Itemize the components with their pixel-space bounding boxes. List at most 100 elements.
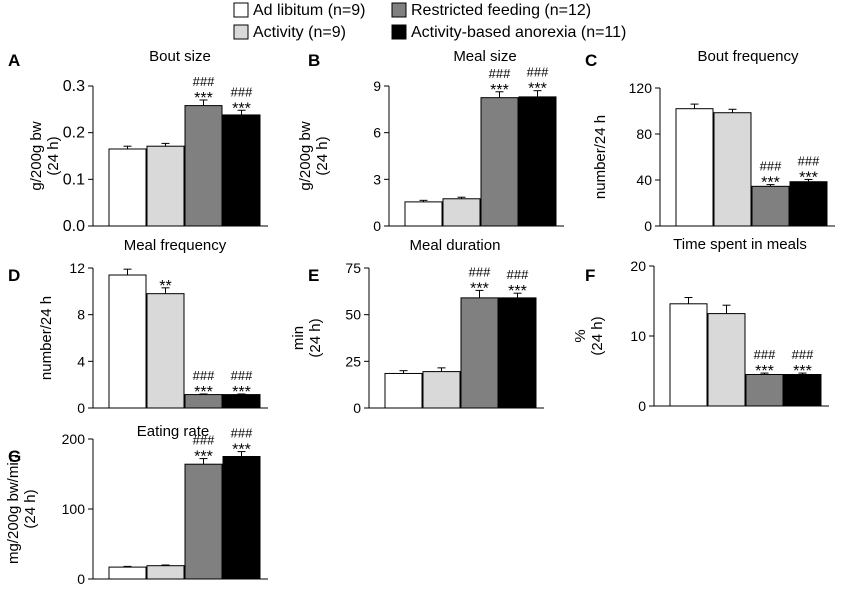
y-tick-label: 0.3	[63, 78, 85, 95]
legend-item: Ad libitum (n=9)	[233, 2, 366, 19]
significance-marker: ***	[232, 442, 251, 459]
y-tick-label: 75	[345, 260, 361, 276]
y-tick-label: 0	[77, 571, 85, 587]
panel-letter: A	[8, 51, 20, 70]
significance-marker: ###	[792, 347, 814, 362]
bar	[789, 181, 828, 227]
legend-label: Ad libitum (n=9)	[253, 2, 366, 19]
chart-title: Eating rate	[137, 423, 210, 440]
y-axis-label-line: g/200g bw	[297, 121, 314, 190]
panel-a: A Bout size g/200g bw(24 h) 0.0 0.1 0.2 0.3 ###…	[8, 48, 268, 235]
y-axis-label: number/24 h	[592, 115, 609, 199]
bar	[713, 112, 752, 227]
y-tick-label: 0	[77, 400, 85, 416]
legend-item: Activity (n=9)	[233, 24, 346, 41]
bar	[108, 148, 147, 227]
chart-title: Meal size	[453, 48, 516, 65]
significance-marker: ***	[194, 384, 213, 401]
significance-marker: **	[159, 278, 171, 295]
y-axis-label: g/200g bw(24 h)	[28, 121, 62, 190]
significance-marker: ###	[193, 368, 215, 383]
y-tick-label: 40	[636, 172, 652, 188]
bar	[222, 456, 261, 580]
y-tick-label: 10	[630, 328, 646, 344]
y-tick-label: 4	[77, 353, 85, 369]
y-tick-label: 200	[62, 431, 86, 447]
panel-letter: D	[8, 266, 20, 285]
y-axis-label-line: g/200g bw	[28, 121, 45, 190]
y-tick-label: 0	[638, 398, 646, 414]
y-tick-label: 0.2	[63, 125, 85, 142]
y-tick-label: 100	[62, 501, 86, 517]
legend-label: Activity (n=9)	[253, 24, 346, 41]
significance-marker: ***	[194, 449, 213, 466]
legend-swatch	[233, 24, 249, 40]
y-tick-label: 80	[636, 126, 652, 142]
significance-marker: ***	[761, 175, 780, 192]
significance-marker: ###	[231, 368, 253, 383]
significance-marker: ###	[754, 347, 776, 362]
significance-marker: ***	[490, 82, 509, 99]
significance-marker: ***	[793, 363, 812, 380]
significance-marker: ***	[470, 280, 489, 297]
legend-label: Restricted feeding (n=12)	[411, 2, 591, 19]
bar	[675, 108, 714, 227]
significance-marker: ***	[508, 283, 527, 300]
chart-title: Meal frequency	[124, 237, 227, 254]
panel-letter: B	[308, 51, 320, 70]
significance-marker: ***	[799, 169, 818, 186]
chart-title: Bout size	[149, 48, 211, 65]
bar	[146, 293, 185, 409]
significance-marker: ***	[528, 81, 547, 98]
bar	[498, 297, 537, 409]
significance-marker: ***	[232, 100, 251, 117]
y-tick-label: 50	[345, 307, 361, 323]
bar	[184, 463, 223, 580]
y-tick-label: 8	[77, 307, 85, 323]
legend-swatch	[391, 2, 407, 18]
y-axis-label: %(24 h)	[572, 316, 606, 355]
bar	[184, 105, 223, 227]
chart-title: Time spent in meals	[673, 236, 807, 253]
bar	[146, 565, 185, 580]
significance-marker: ###	[193, 74, 215, 89]
bar	[669, 303, 708, 407]
bar	[146, 145, 185, 227]
y-axis-label-line: %	[572, 329, 589, 342]
legend-label: Activity-based anorexia (n=11)	[411, 24, 626, 41]
bar	[442, 198, 481, 227]
bar	[108, 274, 147, 409]
bar	[384, 372, 423, 409]
y-tick-label: 20	[630, 258, 646, 274]
legend-swatch	[391, 24, 407, 40]
y-axis-label: mg/200g bw/min(24 h)	[5, 454, 39, 564]
y-tick-label: 0	[644, 218, 652, 234]
panel-letter: F	[585, 266, 595, 285]
y-tick-label: 12	[69, 260, 85, 276]
significance-marker: ***	[232, 384, 251, 401]
panel-g: G Eating rate mg/200g bw/min(24 h) 0 100 200 #…	[5, 423, 268, 587]
y-tick-label: 6	[373, 125, 381, 141]
y-axis-label-line: mg/200g bw/min	[5, 454, 22, 564]
significance-marker: ###	[527, 65, 549, 80]
significance-marker: ***	[194, 90, 213, 107]
significance-marker: ***	[755, 363, 774, 380]
y-axis-label-line: (24 h)	[589, 316, 606, 355]
y-tick-label: 3	[373, 171, 381, 187]
significance-marker: ###	[231, 426, 253, 441]
significance-marker: ###	[489, 66, 511, 81]
bar	[460, 297, 499, 409]
y-tick-label: 9	[373, 78, 381, 94]
y-axis-label-line: (24 h)	[314, 136, 331, 175]
panel-letter: E	[308, 266, 319, 285]
significance-marker: ###	[231, 84, 253, 99]
panel-letter: C	[585, 51, 597, 70]
bar	[751, 185, 790, 227]
chart-title: Bout frequency	[698, 48, 799, 65]
bar	[518, 96, 557, 227]
